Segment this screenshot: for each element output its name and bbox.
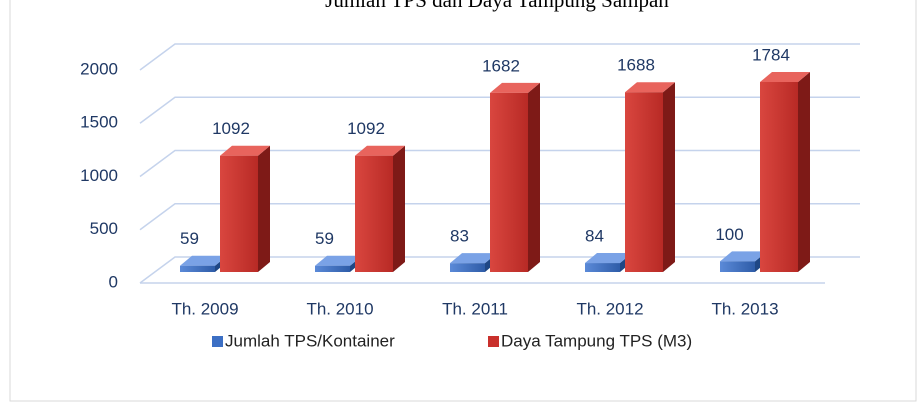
bar-top (220, 145, 270, 156)
data-label: 1682 (482, 56, 520, 75)
y-tick-label: 1500 (80, 113, 118, 132)
bar (450, 263, 485, 272)
bar-top (760, 72, 810, 83)
bar (220, 155, 258, 272)
legend-label: Jumlah TPS/Kontainer (225, 331, 395, 350)
data-label: 1092 (212, 119, 250, 138)
bar-top (180, 255, 227, 266)
bar (760, 82, 798, 272)
legend-swatch (488, 336, 499, 347)
x-tick-label: Th. 2009 (171, 299, 238, 318)
y-tick-label: 1000 (80, 166, 118, 185)
chart-title: Jumlah TPS dan Daya Tampung Sampah (325, 0, 669, 12)
x-tick-label: Th. 2010 (306, 299, 373, 318)
grid-line (139, 43, 860, 71)
bar-side (258, 145, 270, 272)
y-tick-label: 500 (90, 219, 118, 238)
bar-side (798, 72, 810, 272)
bar-top (450, 253, 497, 264)
data-label: 100 (715, 225, 743, 244)
bar-side (663, 82, 675, 272)
bar (585, 263, 620, 272)
legend-label: Daya Tampung TPS (M3) (501, 331, 692, 350)
x-tick-label: Th. 2013 (711, 299, 778, 318)
x-tick-label: Th. 2011 (442, 299, 508, 318)
x-tick-label: Th. 2012 (576, 299, 643, 318)
bar-top (315, 255, 362, 266)
data-label: 1784 (752, 45, 790, 64)
bar-side (393, 145, 405, 272)
bar (720, 261, 755, 272)
y-tick-label: 0 (109, 272, 118, 291)
legend-swatch (212, 336, 223, 347)
data-label: 1688 (617, 56, 655, 75)
bar (625, 92, 663, 272)
bar-top (490, 82, 540, 93)
bar (490, 92, 528, 272)
data-label: 84 (585, 227, 604, 246)
y-tick-label: 2000 (80, 59, 118, 78)
bar-top (720, 251, 767, 262)
bar (355, 155, 393, 272)
data-label: 59 (180, 229, 199, 248)
data-label: 83 (450, 227, 469, 246)
bar-top (585, 253, 632, 264)
bar (315, 265, 350, 272)
data-label: 1092 (347, 119, 385, 138)
frame (9, 0, 917, 402)
bar (180, 265, 215, 272)
bar-top (625, 82, 675, 93)
bar-side (528, 82, 540, 272)
data-label: 59 (315, 229, 334, 248)
bar-top (355, 145, 405, 156)
